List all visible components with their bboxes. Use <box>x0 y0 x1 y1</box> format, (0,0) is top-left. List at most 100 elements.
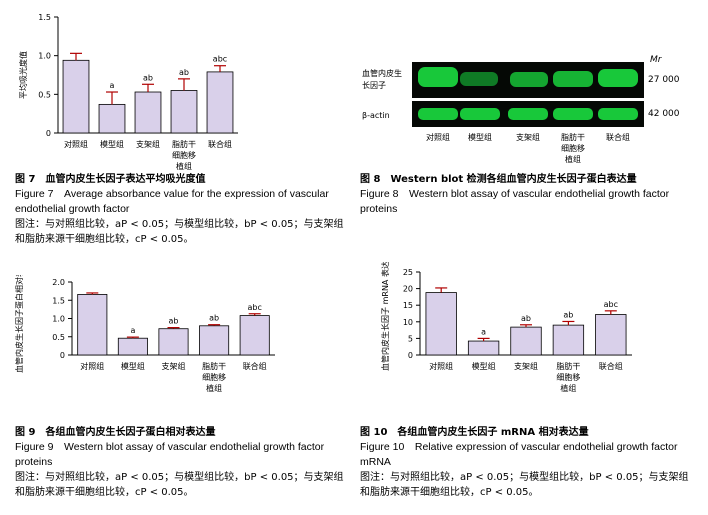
band-vegf-4 <box>553 71 593 87</box>
y-tick-label: 20 <box>403 285 413 294</box>
blot-lane-4a: 脂肪干 <box>561 132 585 142</box>
fig8-western-blot: Mr 血管内皮生 长因子 27 000 β-actin 42 000 对照组 模… <box>360 48 690 173</box>
blot-svg: Mr 血管内皮生 长因子 27 000 β-actin 42 000 对照组 模… <box>362 55 680 164</box>
fig7-title: 图 7 血管内皮生长因子表达平均吸光度值 <box>15 174 206 185</box>
category-label: 联合组 <box>208 139 232 149</box>
bar <box>595 314 627 356</box>
significance-label: abc <box>248 303 262 312</box>
band-actin-4 <box>553 108 593 120</box>
fig9-english: Figure 9 Western blot assay of vascular … <box>15 441 325 468</box>
band-vegf-2 <box>460 72 498 86</box>
band-actin-5 <box>598 108 638 120</box>
significance-label: abc <box>213 55 227 64</box>
significance-label: ab <box>143 73 153 82</box>
y-tick-label: 1.5 <box>38 13 51 22</box>
y-tick-label: 0 <box>46 129 51 138</box>
bar <box>239 315 270 356</box>
blot-mr-label: Mr <box>650 55 663 65</box>
category-label: 对照组 <box>64 139 88 149</box>
fig8-title: 图 8 Western blot 检测各组血管内皮生长因子蛋白表达量 <box>360 174 637 185</box>
category-label: 细胞移 <box>556 372 580 382</box>
y-tick-label: 1.0 <box>52 315 65 324</box>
blot-row-label-vegf-2: 长因子 <box>362 80 386 90</box>
band-vegf-1 <box>418 67 458 87</box>
y-tick-label: 5 <box>408 334 413 343</box>
category-label: 模型组 <box>100 139 124 149</box>
y-tick-label: 1.0 <box>38 52 51 61</box>
fig10-english: Figure 10 Relative expression of vascula… <box>360 441 678 468</box>
significance-label: ab <box>179 68 189 77</box>
category-label: 联合组 <box>599 361 623 371</box>
bar <box>552 324 585 356</box>
fig8-english: Figure 8 Western blot assay of vascular … <box>360 188 670 215</box>
significance-label: ab <box>563 310 573 319</box>
blot-lane-5: 联合组 <box>606 132 630 142</box>
y-tick-label: 0 <box>408 351 413 360</box>
y-tick-label: 2.0 <box>52 278 65 287</box>
band-vegf-5 <box>598 69 638 87</box>
band-actin-1 <box>418 108 458 120</box>
bar <box>170 90 198 134</box>
category-label: 模型组 <box>472 361 496 371</box>
y-tick-label: 0 <box>60 351 65 360</box>
significance-label: a <box>110 81 115 90</box>
y-axis-label: 血管内皮生长因子 mRNA 表达量 <box>380 262 390 371</box>
category-label: 植组 <box>560 383 576 393</box>
category-label: 联合组 <box>243 361 267 371</box>
fig10-note: 图注：与对照组比较，aP < 0.05；与模型组比较，bP < 0.05；与支架… <box>360 472 689 498</box>
category-label: 对照组 <box>429 361 453 371</box>
category-label: 脂肪干 <box>556 361 580 371</box>
bar <box>77 294 108 356</box>
band-vegf-3 <box>510 72 548 87</box>
fig8-caption: 图 8 Western blot 检测各组血管内皮生长因子蛋白表达量 Figur… <box>360 172 690 217</box>
bar <box>134 91 162 134</box>
band-actin-2 <box>460 108 500 120</box>
fig7-caption: 图 7 血管内皮生长因子表达平均吸光度值 Figure 7 Average ab… <box>15 172 345 247</box>
fig9-chart: 0 0.5 1.0 1.5 2.0 血管内皮生长因子蛋白相对表达对照组 a 模型组 ab 支架组 a… <box>14 275 275 393</box>
bar <box>98 103 126 134</box>
y-tick-label: 15 <box>403 301 413 310</box>
blot-mw-vegf: 27 000 <box>648 75 680 85</box>
bar <box>425 292 457 356</box>
fig7-note: 图注：与对照组比较，aP < 0.05；与模型组比较，bP < 0.05；与支架… <box>15 219 344 245</box>
y-tick-label: 0.5 <box>52 333 65 342</box>
significance-label: a <box>481 327 486 336</box>
category-label: 模型组 <box>121 361 145 371</box>
fig7-english: Figure 7 Average absorbance value for th… <box>15 188 329 215</box>
bar <box>158 328 189 356</box>
category-label: 支架组 <box>162 361 186 371</box>
category-label: 支架组 <box>514 361 538 371</box>
bar <box>510 326 542 356</box>
significance-label: ab <box>521 314 531 323</box>
category-label: 细胞移 <box>202 372 226 382</box>
blot-mw-actin: 42 000 <box>648 109 680 119</box>
y-tick-label: 0.5 <box>38 90 51 99</box>
blot-lane-4b: 细胞移 <box>561 143 585 153</box>
blot-lane-1: 对照组 <box>426 132 450 142</box>
blot-row-label-actin: β-actin <box>362 111 390 120</box>
fig9-note: 图注：与对照组比较，aP < 0.05；与模型组比较，bP < 0.05；与支架… <box>15 472 344 498</box>
bar <box>62 59 90 134</box>
category-label: 脂肪干 <box>202 361 226 371</box>
fig9-title: 图 9 各组血管内皮生长因子蛋白相对表达量 <box>15 427 216 438</box>
significance-label: a <box>130 326 135 335</box>
category-label: 细胞移 <box>172 150 196 160</box>
fig10-chart: 0 5 10 15 20 25 血管内皮生长因子 mRNA 表达量 对照组 a 模型组 ab 支架组 a… <box>380 262 632 393</box>
fig9-caption: 图 9 各组血管内皮生长因子蛋白相对表达量 Figure 9 Western b… <box>15 425 345 500</box>
bar <box>206 71 234 134</box>
fig10-caption: 图 10 各组血管内皮生长因子 mRNA 相对表达量 Figure 10 Rel… <box>360 425 690 500</box>
y-tick-label: 1.5 <box>52 296 65 305</box>
category-label: 对照组 <box>80 361 104 371</box>
y-tick-label: 25 <box>403 268 413 277</box>
bar <box>467 340 500 356</box>
blot-lane-3: 支架组 <box>516 132 540 142</box>
band-actin-3 <box>508 108 548 120</box>
fig10-title: 图 10 各组血管内皮生长因子 mRNA 相对表达量 <box>360 427 589 438</box>
category-label: 脂肪干 <box>172 139 196 149</box>
significance-label: ab <box>169 317 179 326</box>
blot-row-label-vegf-1: 血管内皮生 <box>362 68 402 78</box>
category-label: 支架组 <box>136 139 160 149</box>
bar <box>199 325 230 356</box>
y-axis-label: 血管内皮生长因子蛋白相对表达 <box>14 275 24 373</box>
